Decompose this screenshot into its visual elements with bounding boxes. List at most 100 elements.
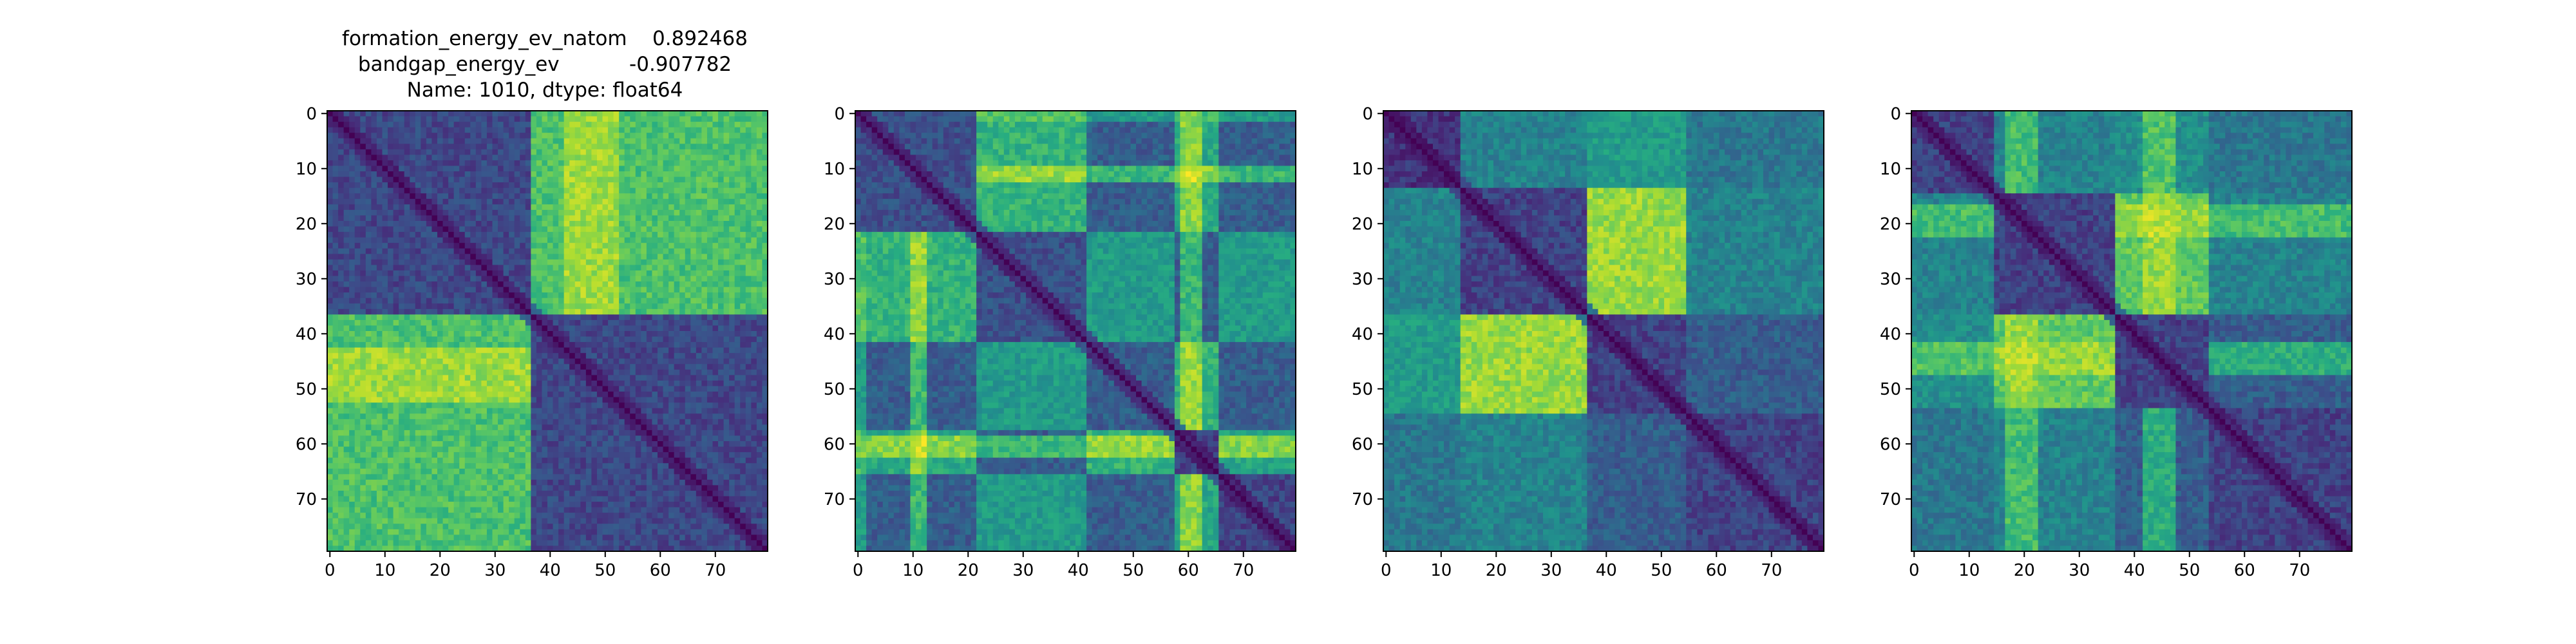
heatmap-cell: [327, 342, 333, 348]
heatmap-cell: [393, 193, 399, 199]
heatmap-cell: [614, 320, 620, 326]
heatmap-cell: [520, 287, 526, 293]
heatmap-cell: [504, 177, 509, 183]
heatmap-cell: [597, 238, 603, 243]
heatmap-cell: [718, 353, 724, 359]
heatmap-cell: [746, 171, 752, 177]
heatmap-cell: [360, 166, 366, 172]
heatmap-cell: [641, 419, 647, 425]
heatmap-cell: [415, 359, 421, 365]
heatmap-cell: [355, 419, 361, 425]
heatmap-cell: [707, 249, 713, 254]
heatmap-cell: [619, 309, 625, 315]
heatmap-cell: [504, 370, 509, 375]
heatmap-cell: [388, 430, 393, 436]
heatmap-cell: [388, 397, 393, 403]
heatmap-cell: [685, 337, 691, 343]
heatmap-cell: [564, 298, 570, 304]
heatmap-cell: [658, 337, 663, 343]
heatmap-cell: [619, 199, 625, 205]
heatmap-cell: [724, 160, 730, 166]
heatmap-cell: [426, 419, 432, 425]
heatmap-cell: [597, 397, 603, 403]
heatmap-cell: [443, 298, 449, 304]
heatmap-cell: [415, 128, 421, 133]
heatmap-cell: [526, 331, 531, 337]
heatmap-cell: [459, 402, 465, 408]
heatmap-cell: [707, 166, 713, 172]
heatmap-cell: [625, 353, 630, 359]
heatmap-cell: [735, 149, 741, 155]
heatmap-cell: [531, 133, 536, 138]
heatmap-cell: [713, 128, 719, 133]
heatmap-cell: [476, 281, 482, 287]
heatmap-cell: [465, 188, 471, 194]
heatmap-cell: [481, 430, 487, 436]
heatmap-cell: [569, 314, 575, 320]
heatmap-cell: [531, 392, 536, 397]
heatmap-cell: [520, 413, 526, 419]
heatmap-cell: [630, 364, 636, 370]
heatmap-cell: [553, 370, 559, 375]
heatmap-cell: [701, 193, 707, 199]
heatmap-cell: [388, 215, 393, 221]
heatmap-cell: [415, 325, 421, 331]
heatmap-cell: [641, 221, 647, 227]
heatmap-cell: [481, 188, 487, 194]
heatmap-cell: [393, 122, 399, 128]
heatmap-cell: [349, 320, 355, 326]
heatmap-cell: [498, 232, 504, 238]
heatmap-cell: [470, 353, 476, 359]
heatmap-cell: [327, 435, 333, 441]
heatmap-cell: [690, 348, 696, 354]
heatmap-cell: [603, 238, 609, 243]
heatmap-cell: [410, 402, 415, 408]
heatmap-cell: [443, 193, 449, 199]
heatmap-cell: [729, 265, 735, 270]
heatmap-cell: [366, 117, 372, 122]
heatmap-cell: [470, 238, 476, 243]
heatmap-cell: [404, 138, 410, 144]
heatmap-cell: [674, 238, 680, 243]
heatmap-cell: [603, 424, 609, 430]
heatmap-cell: [701, 166, 707, 172]
heatmap-cell: [520, 364, 526, 370]
heatmap-cell: [388, 149, 393, 155]
heatmap-cell: [360, 171, 366, 177]
heatmap-cell: [757, 298, 762, 304]
panel-1-title-line-2: bandgap_energy_ev -0.907782: [358, 53, 732, 76]
heatmap-cell: [355, 364, 361, 370]
heatmap-cell: [696, 331, 702, 337]
heatmap-cell: [344, 204, 350, 210]
heatmap-cell: [685, 221, 691, 227]
heatmap-cell: [431, 199, 437, 205]
heatmap-cell: [360, 408, 366, 414]
heatmap-cell: [388, 238, 393, 243]
heatmap-cell: [377, 249, 383, 254]
heatmap-cell: [493, 155, 498, 160]
heatmap-cell: [663, 309, 669, 315]
heatmap-cell: [454, 408, 460, 414]
heatmap-cell: [448, 199, 454, 205]
heatmap-cell: [558, 188, 564, 194]
heatmap-cell: [360, 111, 366, 117]
heatmap-cell: [740, 260, 746, 265]
heatmap-cell: [647, 204, 652, 210]
heatmap-cell: [619, 227, 625, 232]
heatmap-cell: [757, 331, 762, 337]
heatmap-cell: [652, 447, 658, 453]
heatmap-cell: [327, 348, 333, 354]
heatmap-cell: [476, 298, 482, 304]
heatmap-cell: [575, 144, 581, 149]
heatmap-cell: [746, 144, 752, 149]
heatmap-cell: [586, 386, 592, 392]
heatmap-cell: [459, 287, 465, 293]
heatmap-cell: [735, 447, 741, 453]
heatmap-cell: [724, 227, 730, 232]
heatmap-cell: [564, 149, 570, 155]
heatmap-cell: [481, 359, 487, 365]
heatmap-cell: [580, 249, 586, 254]
heatmap-cell: [746, 133, 752, 138]
heatmap-cell: [443, 182, 449, 188]
heatmap-cell: [558, 128, 564, 133]
